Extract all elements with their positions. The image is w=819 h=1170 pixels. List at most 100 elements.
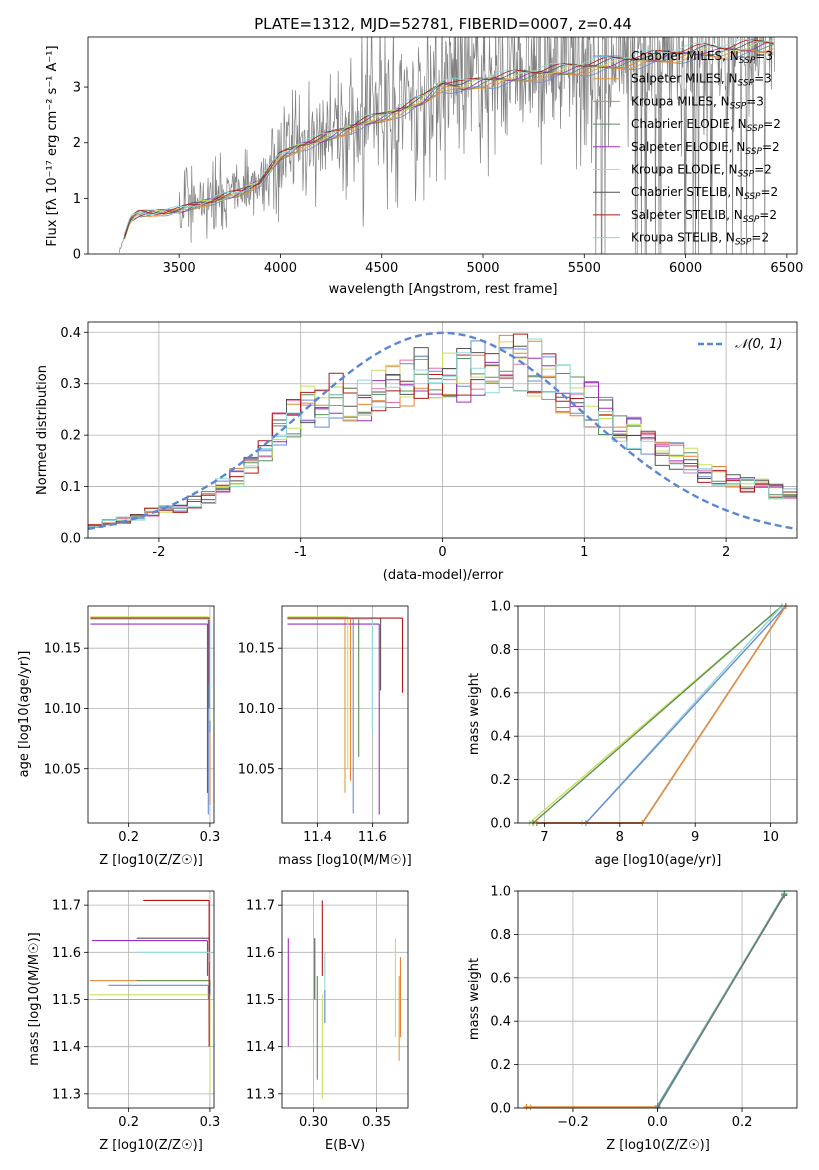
age-vs-Z-axes-frame bbox=[87, 605, 215, 824]
mass-vs-Z-ticks: 0.2 0.3 11.3 11.4 11.5 11.6 11.7 bbox=[52, 899, 220, 1130]
y-tick-label: 0.8 bbox=[490, 928, 511, 943]
y-tick-label: 0.2 bbox=[490, 773, 511, 788]
spectrum-model-line bbox=[124, 48, 774, 235]
y-tick-label: 0.3 bbox=[60, 377, 81, 392]
x-tick-label: 7 bbox=[540, 830, 548, 845]
spectrum-xlabel: wavelength [Angstrom, rest frame] bbox=[329, 282, 558, 297]
x-tick-label: 0.3 bbox=[200, 830, 221, 845]
residuals-legend-label: 𝒩(0, 1) bbox=[735, 337, 782, 352]
y-tick-label: 10.10 bbox=[44, 702, 81, 717]
residuals-ylabel: Normed distribution bbox=[35, 365, 50, 495]
mass-weight-vs-age-axes-frame bbox=[517, 605, 798, 824]
mass-vs-Z-panel: 0.2 0.3 11.3 11.4 11.5 11.6 11.7 Z [log10(Z/Z☉… bbox=[27, 890, 220, 1153]
x-tick-label: 0.2 bbox=[118, 1115, 139, 1130]
x-tick-label: 4000 bbox=[264, 261, 297, 276]
residuals-xlabel: (data-model)/error bbox=[383, 568, 504, 583]
age-vs-mass-ticks: 11.4 11.6 10.05 10.10 10.15 bbox=[238, 642, 387, 845]
spectrum-ylabel: Flux [fλ 10⁻¹⁷ erg cm⁻² s⁻¹ A⁻¹] bbox=[45, 45, 60, 246]
residuals-ticks: -2 -1 0 1 2 0.0 0.1 0.2 0.3 0.4 bbox=[60, 326, 730, 560]
y-tick-label: 0.1 bbox=[60, 480, 81, 495]
legend-entry: Kroupa STELIB, NSSP=2 bbox=[631, 231, 769, 248]
y-tick-label: 1 bbox=[73, 192, 81, 207]
y-tick-label: 11.4 bbox=[52, 1040, 81, 1055]
y-tick-label: 11.5 bbox=[246, 993, 275, 1008]
x-tick-label: 3500 bbox=[163, 261, 196, 276]
age-vs-mass-panel: 11.4 11.6 10.05 10.10 10.15 mass [log10(M/M☉… bbox=[238, 605, 412, 868]
mass-weight-vs-age-ylabel: mass weight bbox=[467, 673, 482, 755]
x-tick-label: 1 bbox=[580, 545, 588, 560]
mass-weight-marker bbox=[781, 891, 788, 898]
legend-entry: Chabrier MILES, NSSP=3 bbox=[631, 49, 773, 66]
y-tick-label: 0.2 bbox=[60, 429, 81, 444]
y-tick-label: 0.6 bbox=[490, 686, 511, 701]
age-vs-Z-plot-area bbox=[90, 616, 211, 815]
y-tick-label: 10.15 bbox=[44, 642, 81, 657]
y-tick-label: 0.8 bbox=[490, 643, 511, 658]
residuals-panel: -2 -1 0 1 2 0.0 0.1 0.2 0.3 0.4 (data-model)/erro… bbox=[35, 321, 798, 583]
residuals-plot-area bbox=[88, 331, 797, 531]
x-tick-label: -1 bbox=[294, 545, 307, 560]
mass-vs-Z-plot-area bbox=[89, 899, 211, 1094]
legend-entry: Salpeter STELIB, NSSP=2 bbox=[631, 208, 777, 225]
age-vs-Z-ticks: 0.2 0.3 10.05 10.10 10.15 bbox=[44, 642, 220, 845]
x-tick-label: 0.3 bbox=[200, 1115, 221, 1130]
mass-vs-ebv-ticks: 0.30 0.35 11.3 11.4 11.5 11.6 11.7 bbox=[246, 899, 391, 1130]
mass-weight-line bbox=[656, 893, 785, 1109]
mass-weight-marker bbox=[527, 1104, 534, 1111]
y-tick-label: 11.6 bbox=[246, 946, 275, 961]
mass-weight-vs-age-ticks: 7 8 9 10 0.0 0.2 0.4 0.6 0.8 1.0 bbox=[490, 600, 779, 846]
y-tick-label: 0.4 bbox=[60, 326, 81, 341]
x-tick-label: 5500 bbox=[568, 261, 601, 276]
legend-entry: Chabrier STELIB, NSSP=2 bbox=[631, 185, 778, 202]
residual-histogram bbox=[88, 338, 797, 528]
y-tick-label: 0.4 bbox=[490, 730, 511, 745]
residual-histogram bbox=[88, 345, 797, 528]
x-tick-label: 0.2 bbox=[732, 1115, 753, 1130]
spectrum-model-line bbox=[124, 39, 774, 237]
residuals-series bbox=[88, 331, 797, 531]
x-tick-label: -2 bbox=[152, 545, 165, 560]
mass-vs-ebv-grid bbox=[282, 891, 408, 1108]
spectrum-model-line bbox=[124, 40, 774, 239]
mass-vs-ebv-plot-area bbox=[287, 900, 401, 1099]
mass-weight-vs-Z-panel: −0.2 0.0 0.2 0.0 0.2 0.4 0.6 0.8 1.0 Z [log10(Z/… bbox=[467, 885, 798, 1153]
mass-weight-vs-Z-ticks: −0.2 0.0 0.2 0.0 0.2 0.4 0.6 0.8 1.0 bbox=[490, 885, 752, 1131]
age-vs-mass-axes-frame bbox=[281, 605, 409, 824]
x-tick-label: 2 bbox=[722, 545, 730, 560]
legend-entry: Chabrier ELODIE, NSSP=2 bbox=[631, 117, 781, 134]
legend-entry: Kroupa ELODIE, NSSP=2 bbox=[631, 163, 772, 180]
age-vs-Z-xlabel: Z [log10(Z/Z☉)] bbox=[99, 853, 203, 868]
mass-weight-vs-Z-ylabel: mass weight bbox=[467, 958, 482, 1040]
x-tick-label: 0 bbox=[438, 545, 446, 560]
spectrum-model-line bbox=[124, 39, 774, 234]
y-tick-label: 0.2 bbox=[490, 1058, 511, 1073]
x-tick-label: 11.6 bbox=[358, 830, 387, 845]
y-tick-label: 0.6 bbox=[490, 971, 511, 986]
y-tick-label: 10.10 bbox=[238, 702, 275, 717]
age-vs-mass-plot-area bbox=[287, 616, 404, 815]
figure-title: PLATE=1312, MJD=52781, FIBERID=0007, z=0… bbox=[254, 15, 632, 33]
spectrum-legend: Chabrier MILES, NSSP=3 Salpeter MILES, NS… bbox=[593, 49, 781, 248]
mass-vs-ebv-xlabel: E(B-V) bbox=[325, 1138, 365, 1153]
y-tick-label: 11.3 bbox=[246, 1087, 275, 1102]
spectrum-ticks: 3500 4000 4500 5000 5500 6000 6500 0 1 2 3 bbox=[73, 81, 804, 276]
x-tick-label: 6500 bbox=[770, 261, 803, 276]
y-tick-label: 11.7 bbox=[246, 899, 275, 914]
x-tick-label: 0.2 bbox=[118, 830, 139, 845]
y-tick-label: 0.0 bbox=[490, 817, 511, 832]
y-tick-label: 0.0 bbox=[490, 1102, 511, 1117]
x-tick-label: 4500 bbox=[365, 261, 398, 276]
y-tick-label: 11.4 bbox=[246, 1040, 275, 1055]
y-tick-label: 11.6 bbox=[52, 946, 81, 961]
legend-entry: Salpeter ELODIE, NSSP=2 bbox=[631, 140, 780, 157]
age-vs-mass-xlabel: mass [log10(M/M☉)] bbox=[278, 853, 411, 868]
x-tick-label: 10 bbox=[762, 830, 779, 845]
mass-vs-Z-xlabel: Z [log10(Z/Z☉)] bbox=[99, 1138, 203, 1153]
x-tick-label: 5000 bbox=[466, 261, 499, 276]
legend-entry: Kroupa MILES, NSSP=3 bbox=[631, 94, 764, 111]
legend-entry: Salpeter MILES, NSSP=3 bbox=[631, 72, 772, 89]
y-tick-label: 10.05 bbox=[238, 762, 275, 777]
spectrum-panel: 3500 4000 4500 5000 5500 6000 6500 0 1 2 3 wavelen… bbox=[45, 36, 804, 297]
